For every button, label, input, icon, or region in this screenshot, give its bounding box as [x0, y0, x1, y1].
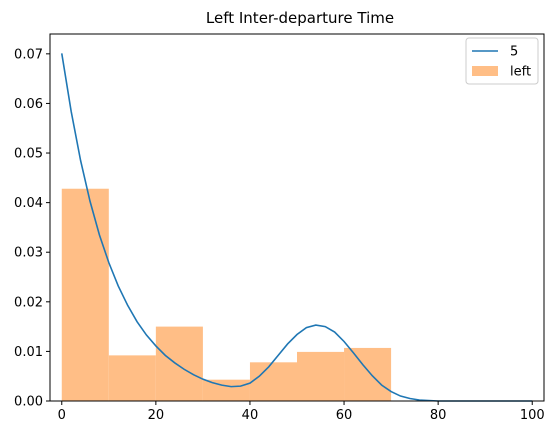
density-line-layer — [60, 53, 533, 402]
x-tick-label: 80 — [430, 408, 447, 423]
histogram-bar — [61, 188, 109, 401]
histogram-bar — [202, 379, 250, 401]
legend: 5 left — [465, 37, 539, 85]
y-tick-label: 0.07 — [14, 47, 43, 62]
y-tick-label: 0.05 — [14, 147, 43, 162]
x-tick-label: 60 — [336, 408, 353, 423]
x-tick-label: 40 — [242, 408, 259, 423]
y-tick-label: 0.00 — [14, 395, 43, 410]
histogram-bar — [108, 355, 156, 401]
y-tick-label: 0.02 — [14, 295, 43, 310]
density-line — [60, 53, 533, 402]
histogram-bar — [344, 347, 392, 401]
y-tick-label: 0.03 — [14, 246, 43, 261]
legend-patch-swatch — [472, 66, 498, 76]
plot-frame — [49, 33, 545, 402]
histogram-bar — [155, 326, 203, 401]
histogram-bars — [61, 188, 392, 401]
chart-title: Left Inter-departure Time — [206, 9, 394, 27]
histogram-bar — [297, 351, 345, 401]
x-tick-label: 100 — [520, 408, 545, 423]
x-tick-label: 20 — [148, 408, 165, 423]
x-tick-label: 0 — [58, 408, 66, 423]
x-axis-ticks: 0 20 40 60 80 100 — [58, 401, 545, 423]
y-tick-label: 0.06 — [14, 97, 43, 112]
legend-label: left — [510, 65, 531, 80]
y-axis-ticks: 0.00 0.01 0.02 0.03 0.04 0.05 0.06 0.07 — [14, 47, 50, 410]
legend-label: 5 — [510, 45, 518, 60]
histogram-bar — [249, 362, 297, 401]
y-tick-label: 0.04 — [14, 196, 43, 211]
y-tick-label: 0.01 — [14, 345, 43, 360]
